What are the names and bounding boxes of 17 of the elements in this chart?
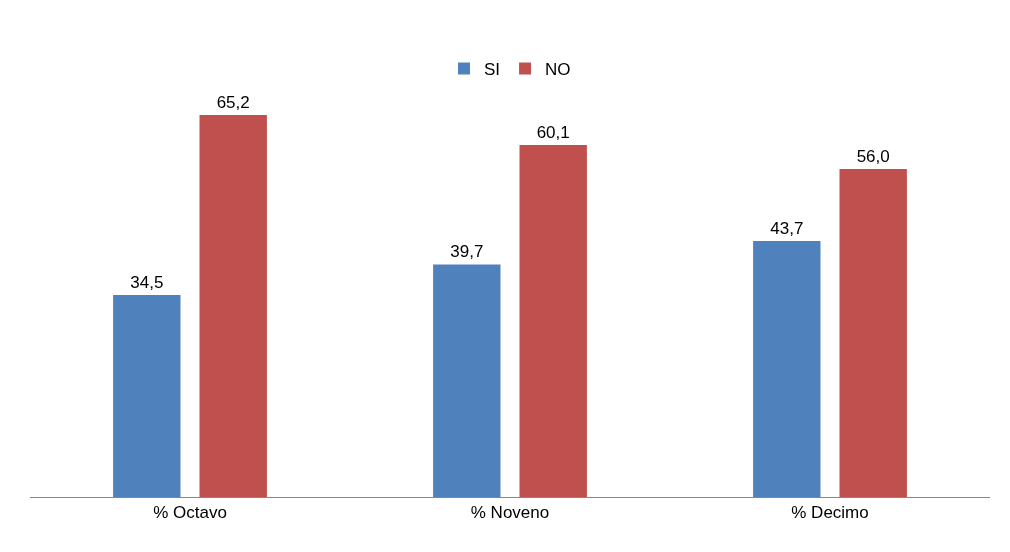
bar	[753, 241, 821, 497]
x-tick-label: % Octavo	[153, 503, 227, 523]
data-label: 56,0	[856, 146, 890, 166]
data-label: 39,7	[450, 242, 484, 262]
data-label: 60,1	[536, 122, 570, 142]
legend-label: SI	[484, 60, 501, 80]
bar	[433, 264, 501, 497]
bar	[113, 294, 181, 497]
bar	[519, 144, 587, 497]
data-label: 43,7	[770, 219, 804, 239]
bar	[839, 168, 907, 497]
x-tick-label: % Noveno	[470, 503, 550, 523]
bar	[199, 115, 267, 497]
data-label: 34,5	[130, 272, 164, 292]
data-label: 65,2	[216, 93, 250, 113]
legend-label: NO	[545, 60, 571, 80]
x-tick-label: % Decimo	[791, 503, 869, 523]
